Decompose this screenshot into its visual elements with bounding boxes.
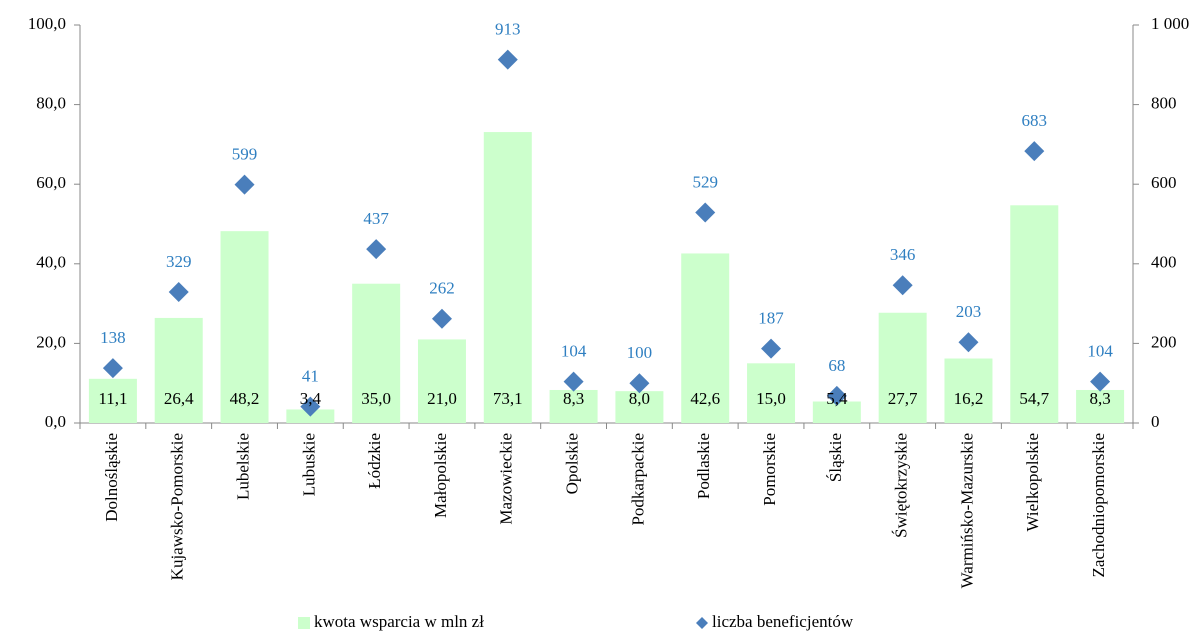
diamond-marker [102, 358, 123, 379]
data-label: 26,4 [164, 389, 194, 408]
x-tick-label: Zachodniopomorskie [1089, 433, 1108, 577]
bar [1076, 389, 1125, 423]
data-label: 21,0 [427, 389, 457, 408]
diamond-marker [563, 371, 584, 392]
data-label: 8,3 [563, 389, 584, 408]
x-tick-label: Lubuskie [299, 433, 318, 496]
bar [812, 401, 861, 423]
diamond-marker [958, 332, 979, 353]
legend-swatch [298, 617, 310, 629]
data-label: 187 [758, 308, 784, 327]
x-tick-label: Świętokrzyskie [892, 433, 911, 538]
diamond-marker [431, 308, 452, 329]
data-label: 42,6 [690, 389, 720, 408]
bar [681, 253, 730, 423]
data-label: 54,7 [1019, 389, 1049, 408]
x-tick-label: Kujawsko-Pomorskie [168, 433, 187, 580]
diamond-marker [1090, 371, 1111, 392]
x-tick-label: Podkarpackie [628, 433, 647, 526]
diamond-marker [1024, 141, 1045, 162]
y-tick-label: 40,0 [36, 253, 66, 272]
data-label: 11,1 [98, 389, 127, 408]
x-tick-label: Opolskie [563, 433, 582, 494]
bar [352, 283, 401, 423]
data-label: 15,0 [756, 389, 786, 408]
bar [417, 339, 466, 423]
y2-tick-label: 200 [1151, 332, 1177, 351]
bar [1010, 205, 1059, 423]
legend-label: kwota wsparcia w mln zł [314, 612, 484, 631]
data-label: 48,2 [230, 389, 260, 408]
bar [747, 363, 796, 423]
legend-label: liczba beneficjentów [712, 612, 854, 631]
data-label: 346 [890, 245, 916, 264]
diamond-marker [892, 275, 913, 296]
x-tick-label: Mazowieckie [497, 433, 516, 525]
y2-tick-label: 600 [1151, 173, 1177, 192]
diamond-marker [300, 396, 321, 417]
data-label: 329 [166, 252, 192, 271]
diamond-marker [826, 385, 847, 406]
y2-tick-label: 400 [1151, 253, 1177, 272]
bar [483, 132, 532, 423]
bar [220, 231, 269, 423]
diamond-marker [761, 338, 782, 359]
bar [944, 358, 993, 423]
data-label: 27,7 [888, 389, 918, 408]
data-label: 104 [1087, 342, 1113, 361]
data-label: 599 [232, 145, 258, 164]
y-tick-label: 20,0 [36, 332, 66, 351]
x-tick-label: Dolnośląskie [102, 433, 121, 522]
bar [549, 389, 598, 423]
data-label: 203 [956, 302, 982, 321]
data-label: 683 [1022, 111, 1048, 130]
data-label: 437 [363, 209, 389, 228]
y-tick-label: 0,0 [45, 412, 66, 431]
diamond-marker [629, 373, 650, 394]
y2-tick-label: 0 [1151, 412, 1160, 431]
data-label: 68 [828, 356, 845, 375]
x-tick-label: Łódzkie [365, 433, 384, 489]
diamond-marker [695, 202, 716, 223]
y-tick-label: 60,0 [36, 173, 66, 192]
data-label: 35,0 [361, 389, 391, 408]
x-tick-label: Pomorskie [760, 433, 779, 506]
data-label: 913 [495, 20, 521, 39]
y2-tick-label: 800 [1151, 94, 1177, 113]
bar [154, 317, 203, 423]
data-label: 16,2 [954, 389, 984, 408]
data-label: 41 [302, 367, 319, 386]
bar [878, 312, 927, 423]
data-label: 138 [100, 328, 126, 347]
data-label: 8,3 [1089, 389, 1110, 408]
x-tick-label: Podlaskie [694, 433, 713, 499]
y-tick-label: 80,0 [36, 94, 66, 113]
bar [88, 378, 137, 423]
legend-swatch [696, 617, 708, 629]
y2-tick-label: 1 000 [1151, 14, 1189, 33]
data-label: 3,4 [300, 389, 322, 408]
data-label: 100 [627, 343, 653, 362]
diamond-marker [497, 49, 518, 70]
x-tick-label: Śląskie [826, 433, 845, 482]
x-tick-label: Wielkopolskie [1023, 433, 1042, 531]
x-tick-label: Małopolskie [431, 433, 450, 518]
diamond-marker [168, 282, 189, 303]
data-label: 104 [561, 342, 587, 361]
y-tick-label: 100,0 [28, 14, 66, 33]
data-label: 73,1 [493, 389, 523, 408]
diamond-marker [366, 239, 387, 260]
data-label: 262 [429, 279, 455, 298]
data-label: 8,0 [629, 389, 650, 408]
data-label: 5,4 [826, 389, 848, 408]
diamond-marker [234, 174, 255, 195]
bar [615, 391, 664, 423]
data-label: 529 [692, 172, 718, 191]
x-tick-label: Warmińsko-Mazurskie [957, 433, 976, 588]
x-tick-label: Lubelskie [233, 433, 252, 500]
